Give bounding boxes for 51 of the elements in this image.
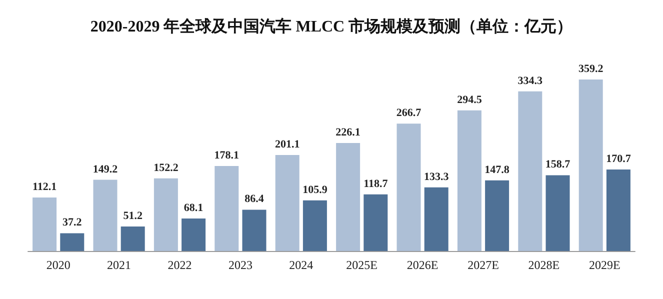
data-label: 118.7 (364, 178, 388, 190)
bar (154, 178, 178, 251)
data-label: 133.3 (424, 170, 450, 183)
bar (364, 194, 388, 251)
bar (485, 180, 510, 251)
data-label: 178.1 (214, 149, 240, 162)
x-tick-label: 2026E (406, 258, 438, 272)
chart-title: 2020-2029 年全球及中国汽车 MLCC 市场规模及预测（单位：亿元） (90, 18, 573, 36)
bar (214, 166, 239, 251)
data-label: 149.2 (92, 163, 118, 176)
data-label: 201.1 (274, 138, 300, 150)
x-tick-label: 2025E (346, 258, 378, 272)
bar (93, 180, 118, 251)
bar (120, 226, 145, 251)
data-label: 37.2 (62, 216, 82, 229)
bar (518, 91, 542, 251)
data-label: 152.2 (154, 162, 179, 174)
bar (578, 79, 603, 251)
bar (242, 210, 266, 251)
data-label: 266.7 (396, 107, 422, 120)
data-label: 112.1 (32, 180, 57, 193)
bar (60, 233, 84, 251)
bar (32, 197, 57, 251)
bar (606, 169, 630, 251)
data-label: 170.7 (606, 152, 632, 165)
x-tick-label: 2022 (168, 258, 192, 272)
data-label: 158.7 (545, 158, 571, 171)
data-label: 294.5 (457, 94, 482, 106)
data-label: 226.1 (336, 126, 360, 139)
x-tick-label: 2020 (46, 258, 70, 272)
data-label: 105.9 (302, 184, 328, 196)
data-label: 86.4 (244, 193, 264, 206)
bar (336, 143, 360, 251)
bar (302, 200, 327, 251)
data-label: 68.1 (184, 202, 204, 214)
data-label: 147.8 (484, 164, 510, 176)
bar (182, 218, 206, 251)
data-label: 359.2 (578, 62, 604, 75)
x-tick-label: 2021 (107, 258, 132, 272)
x-tick-label: 2028E (528, 258, 560, 272)
bar (546, 175, 570, 251)
bar (424, 187, 448, 251)
x-tick-label: 2027E (468, 258, 499, 272)
data-label: 51.2 (123, 210, 143, 222)
bar (275, 154, 300, 251)
x-tick-label: 2029E (588, 258, 620, 272)
x-tick-label: 2023 (228, 258, 252, 272)
data-label: 334.3 (518, 74, 544, 87)
bar (457, 110, 482, 251)
bar (396, 124, 421, 251)
x-tick-label: 2024 (289, 258, 314, 272)
